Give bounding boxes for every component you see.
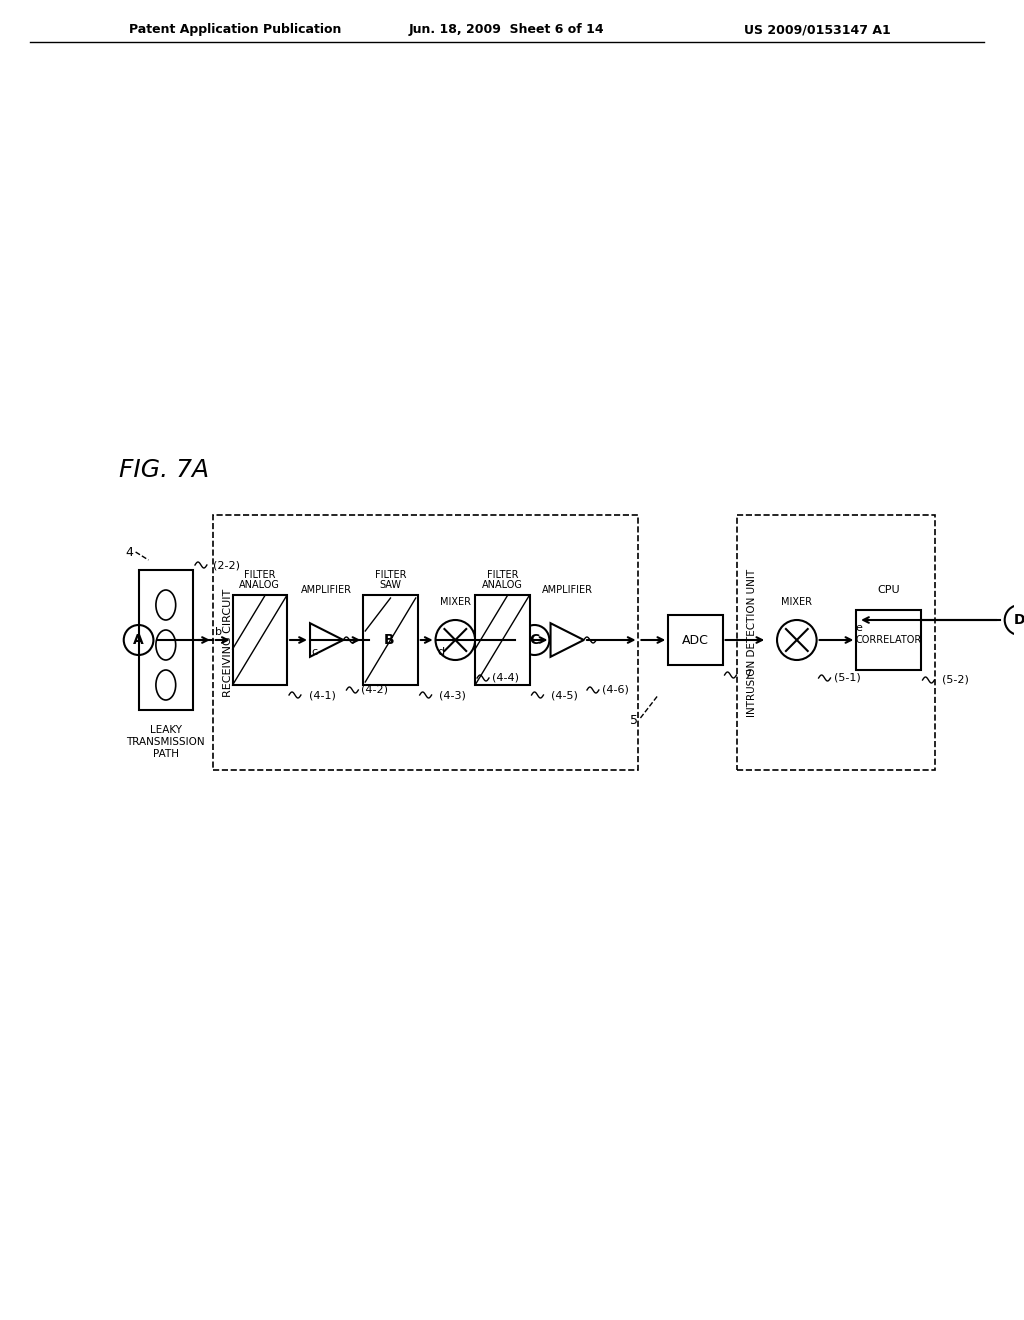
Text: (4-6): (4-6) xyxy=(602,685,629,696)
Text: FILTER: FILTER xyxy=(486,570,518,579)
Text: AMPLIFIER: AMPLIFIER xyxy=(301,585,352,595)
Bar xyxy=(737,515,935,770)
Text: ANALOG: ANALOG xyxy=(482,579,523,590)
Text: CORRELATOR: CORRELATOR xyxy=(855,635,922,645)
Bar xyxy=(475,595,529,685)
Text: (4-2): (4-2) xyxy=(361,685,388,696)
Text: CPU: CPU xyxy=(878,585,900,595)
Text: (2-2): (2-2) xyxy=(213,560,240,570)
Text: Patent Application Publication: Patent Application Publication xyxy=(129,24,341,37)
Text: SAW: SAW xyxy=(380,579,401,590)
Text: 4: 4 xyxy=(126,545,133,558)
Text: ANALOG: ANALOG xyxy=(240,579,281,590)
Text: b: b xyxy=(215,627,222,638)
Text: LEAKY: LEAKY xyxy=(150,725,182,735)
Text: (5-1): (5-1) xyxy=(835,673,861,682)
Bar xyxy=(364,595,418,685)
Text: (5-2): (5-2) xyxy=(942,675,969,685)
Text: AMPLIFIER: AMPLIFIER xyxy=(542,585,593,595)
Text: FIG. 7A: FIG. 7A xyxy=(119,458,209,482)
Bar xyxy=(213,515,638,770)
Text: ADC: ADC xyxy=(682,634,709,647)
Text: c: c xyxy=(311,647,317,657)
Text: 7: 7 xyxy=(744,671,752,680)
Text: (4-5): (4-5) xyxy=(551,690,579,700)
Bar xyxy=(856,610,921,671)
Bar xyxy=(232,595,287,685)
Text: TRANSMISSION: TRANSMISSION xyxy=(127,737,205,747)
Text: PATH: PATH xyxy=(153,748,179,759)
Text: D: D xyxy=(1014,612,1024,627)
Text: MIXER: MIXER xyxy=(440,597,471,607)
Text: Jun. 18, 2009  Sheet 6 of 14: Jun. 18, 2009 Sheet 6 of 14 xyxy=(409,24,604,37)
Text: MIXER: MIXER xyxy=(781,597,812,607)
Text: (4-3): (4-3) xyxy=(439,690,466,700)
Text: A: A xyxy=(133,634,144,647)
Text: C: C xyxy=(529,634,540,647)
Text: B: B xyxy=(384,634,394,647)
Text: RECEIVING CIRCUIT: RECEIVING CIRCUIT xyxy=(222,589,232,697)
Text: (4-1): (4-1) xyxy=(309,690,336,700)
Text: FILTER: FILTER xyxy=(244,570,275,579)
Text: d: d xyxy=(437,647,444,657)
Text: US 2009/0153147 A1: US 2009/0153147 A1 xyxy=(744,24,891,37)
Bar xyxy=(138,570,193,710)
Text: e: e xyxy=(856,623,862,634)
Text: (4-4): (4-4) xyxy=(492,673,519,682)
Text: FILTER: FILTER xyxy=(375,570,407,579)
Text: 5: 5 xyxy=(631,714,638,726)
Text: INTRUSION DETECTION UNIT: INTRUSION DETECTION UNIT xyxy=(748,569,758,717)
Bar xyxy=(668,615,723,665)
